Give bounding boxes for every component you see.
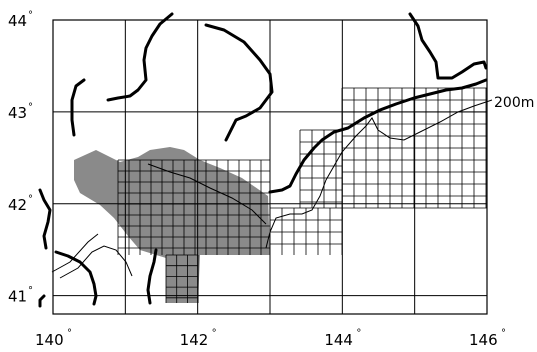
- longitude-tick-label: 140: [35, 331, 64, 349]
- map-frame: [52, 19, 488, 315]
- coast-hidaka: [146, 248, 158, 305]
- coast-oshima: [38, 294, 46, 308]
- degree-symbol: °: [212, 328, 217, 339]
- degree-symbol: °: [28, 194, 33, 205]
- degree-symbol: °: [28, 102, 33, 113]
- degree-symbol: °: [28, 10, 33, 21]
- longitude-labels: 140 ° 142 ° 144 ° 146 °: [35, 328, 506, 349]
- fine-survey-grid: [117, 87, 487, 303]
- coastlines: [38, 12, 488, 308]
- degree-symbol: °: [501, 328, 506, 339]
- coast-west: [38, 188, 52, 250]
- degree-symbol: °: [28, 286, 33, 297]
- latitude-tick-label: 43: [8, 104, 27, 122]
- coast-north-east: [408, 12, 488, 80]
- contour-200m: [265, 99, 493, 249]
- coast-north-peninsula: [106, 12, 174, 102]
- contour-label-200m: 200m: [494, 95, 534, 111]
- coast-south-west: [54, 250, 98, 306]
- longitude-tick-label: 142: [180, 331, 209, 349]
- contour-inner-c: [51, 233, 99, 273]
- degree-symbol: °: [356, 328, 361, 339]
- coast-gulf: [204, 23, 274, 142]
- latitude-tick-label: 44: [8, 12, 27, 30]
- contour-inner-a: [147, 163, 267, 225]
- latitude-labels: 44 °43 °42 °41 °: [8, 10, 33, 306]
- longitude-tick-label: 144: [324, 331, 353, 349]
- degree-symbol: °: [67, 328, 72, 339]
- contour-inner-b: [59, 245, 133, 279]
- coast-island: [70, 78, 86, 137]
- coast-hokkaido-main: [268, 78, 488, 194]
- bathymetric-contours: [51, 99, 493, 279]
- latitude-tick-label: 42: [8, 196, 27, 214]
- shaded-survey-region: [74, 147, 270, 303]
- longitude-tick-label: 146: [469, 331, 498, 349]
- latitude-tick-label: 41: [8, 288, 27, 306]
